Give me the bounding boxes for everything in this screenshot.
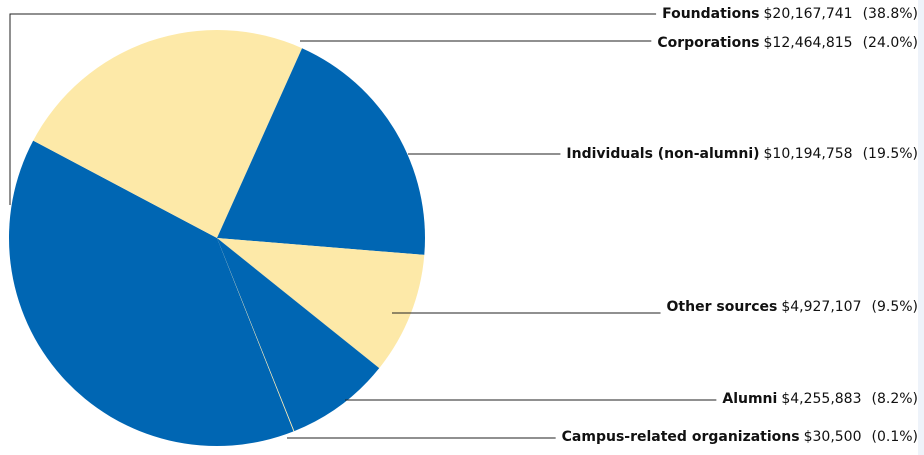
slice-share: (24.0%) [863,35,918,51]
slice-value: $12,464,815 [764,35,853,51]
slice-label: Alumni $4,255,883 (8.2%) [722,391,918,407]
pie-slice [217,238,380,432]
slice-label: Individuals (non-alumni) $10,194,758 (19.5… [566,146,918,162]
slice-name: Foundations [662,6,759,22]
slice-share: (38.8%) [863,6,918,22]
slice-value: $4,255,883 [781,391,861,407]
slice-value: $20,167,741 [764,6,853,22]
slice-share: (0.1%) [872,429,919,445]
slice-label: Other sources $4,927,107 (9.5%) [667,299,918,315]
slice-share: (8.2%) [872,391,919,407]
slice-name: Alumni [722,391,777,407]
pie-slice [217,48,426,255]
slice-label: Corporations $12,464,815 (24.0%) [657,35,918,51]
slice-name: Other sources [667,299,778,315]
slice-share: (19.5%) [863,146,918,162]
slice-label: Campus-related organizations $30,500 (0.1%… [562,429,918,445]
slice-name: Campus-related organizations [562,429,800,445]
pie-slice [217,238,425,369]
slice-value: $30,500 [804,429,862,445]
slice-share: (9.5%) [872,299,919,315]
slice-label: Foundations $20,167,741 (38.8%) [662,6,918,22]
slice-value: $10,194,758 [764,146,853,162]
leader-line [9,13,657,205]
slice-name: Individuals (non-alumni) [566,146,759,162]
edge-strip [918,0,924,455]
pie-slice [8,140,294,447]
pie-slice [33,30,303,238]
pie-slice [217,238,295,432]
slice-name: Corporations [657,35,759,51]
slice-value: $4,927,107 [781,299,861,315]
